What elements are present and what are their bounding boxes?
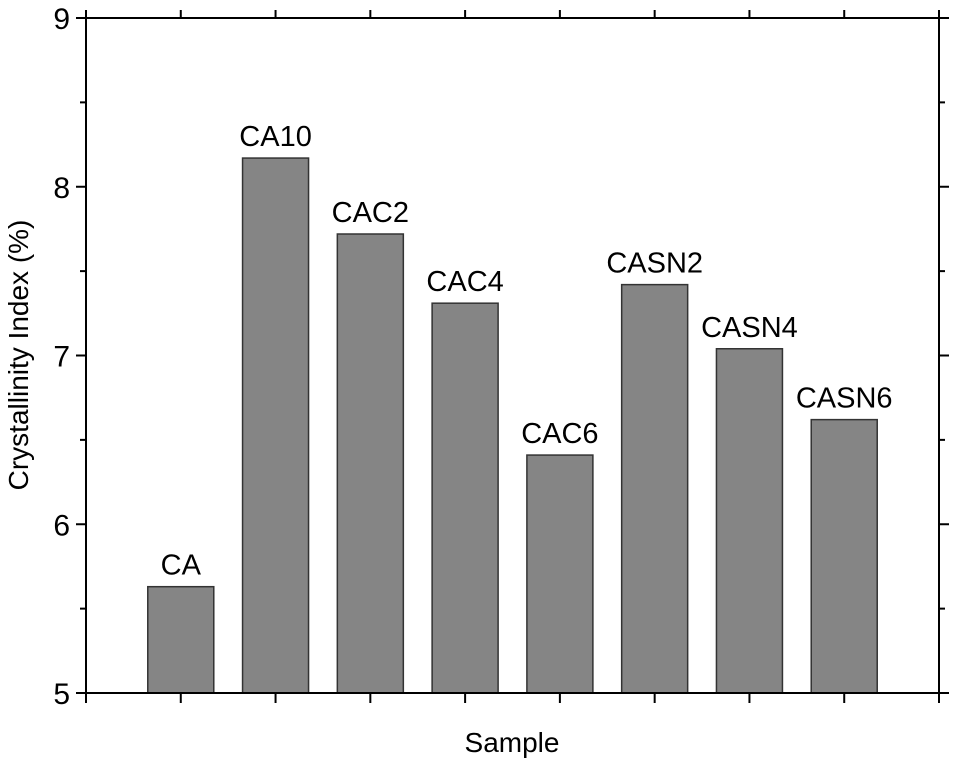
plot-frame	[85, 17, 940, 694]
bar-cac2	[336, 233, 405, 694]
bars-group	[147, 157, 878, 694]
bar-cac4	[431, 302, 499, 694]
bar-label-cac4: CAC4	[426, 266, 503, 298]
y-tick-label: 9	[53, 3, 70, 36]
bar-casn6	[810, 418, 878, 694]
bar-label-ca: CA	[161, 550, 202, 582]
y-tick-label: 7	[53, 341, 70, 374]
bar-ca	[147, 585, 215, 694]
bar-label-casn2: CASN2	[606, 248, 703, 280]
y-tick-label: 8	[53, 172, 70, 205]
y-tick-label: 5	[53, 678, 70, 711]
bar-ca10	[241, 157, 310, 694]
bar-labels-group: CA CA10 CAC2 CAC4 CAC6 CASN2 CASN4 CASN6	[161, 121, 893, 582]
y-axis-title: Crystallinity Index (%)	[3, 220, 34, 491]
bar-label-cac6: CAC6	[521, 418, 598, 450]
bar-casn4	[715, 348, 784, 694]
y-tick-label: 6	[53, 509, 70, 542]
bar-casn2	[620, 283, 689, 694]
x-axis-ticks	[85, 10, 940, 703]
bar-label-ca10: CA10	[239, 121, 312, 153]
bar-label-cac2: CAC2	[332, 197, 409, 229]
bar-label-casn4: CASN4	[701, 312, 798, 344]
x-axis-title: Sample	[465, 727, 560, 758]
bar-cac6	[526, 454, 594, 694]
bar-label-casn6: CASN6	[796, 383, 893, 415]
